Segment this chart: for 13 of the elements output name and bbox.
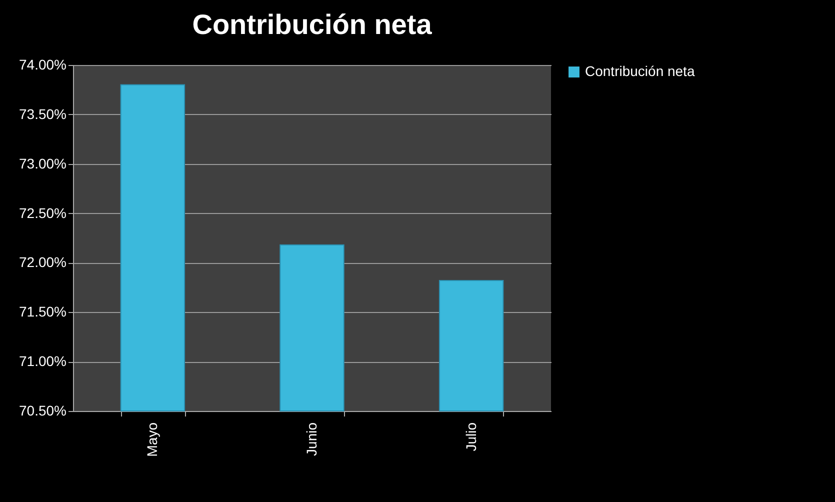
chart-title: Contribución neta [192, 9, 432, 40]
x-tick-label: Mayo [144, 422, 160, 457]
y-tick-label: 72.00% [19, 254, 66, 270]
y-tick-label: 72.50% [19, 204, 66, 221]
y-tick-label: 74.00% [19, 56, 66, 72]
y-tick-label: 73.50% [19, 106, 66, 122]
y-tick-label: 73.00% [19, 155, 66, 172]
y-tick-label: 70.50% [19, 402, 66, 418]
x-tick-label: Junio [304, 422, 320, 456]
y-tick-label: 71.50% [19, 304, 66, 320]
x-tick-label: Julio [462, 422, 479, 452]
legend-label: Contribución neta [585, 63, 695, 79]
y-tick-label: 71.00% [19, 353, 66, 370]
